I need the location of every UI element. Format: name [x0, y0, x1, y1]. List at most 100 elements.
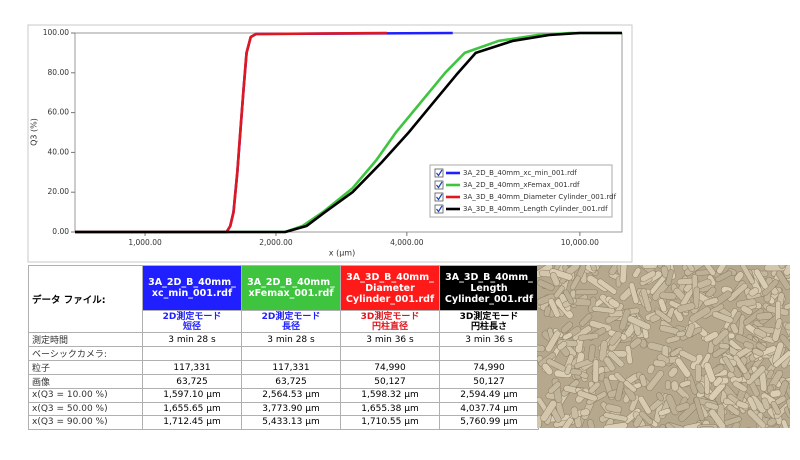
pellet	[549, 272, 561, 287]
pellet	[541, 362, 554, 376]
pellet	[779, 334, 790, 352]
cell: 1,710.55 μm	[340, 415, 440, 430]
file-name-line: Length	[470, 282, 508, 294]
legend-check	[436, 181, 443, 189]
row-label: 測定時間	[28, 332, 143, 347]
pellet	[639, 374, 648, 387]
pellet	[783, 299, 790, 310]
legend-label: 3A_2D_B_40mm_xc_min_001.rdf	[463, 169, 577, 177]
pellet	[752, 347, 764, 357]
file-name-line: Diameter	[365, 282, 415, 294]
legend-label: 3A_3D_B_40mm_Diameter Cylinder_001.rdf	[463, 193, 617, 201]
file-name-line: xFemax_001.rdf	[248, 288, 334, 299]
pellet	[704, 401, 719, 411]
y-tick-label: 80.00	[48, 68, 70, 77]
pellet	[781, 419, 790, 428]
pellet	[784, 322, 790, 331]
pellet	[580, 408, 591, 417]
pellet	[587, 344, 596, 362]
x-tick-label: 4,000.00	[390, 238, 424, 247]
cell: 2,594.49 μm	[439, 388, 539, 403]
row-label: x(Q3 = 50.00 %)	[28, 401, 143, 416]
pellet	[632, 267, 642, 278]
pellet	[597, 278, 618, 295]
legend-check	[436, 205, 443, 213]
cell: 50,127	[439, 374, 539, 389]
measure: 短径	[182, 321, 201, 332]
pellet	[659, 291, 677, 300]
pellet	[761, 397, 771, 410]
cell: 1,597.10 μm	[142, 388, 242, 403]
pellet	[673, 308, 684, 322]
row-label: x(Q3 = 90.00 %)	[28, 415, 143, 430]
pellet	[746, 409, 767, 428]
legend-label: 3A_3D_B_40mm_Length Cylinder_001.rdf	[463, 205, 608, 213]
legend-check	[436, 169, 443, 177]
legend-checkbox	[434, 204, 444, 214]
pellet	[692, 286, 700, 310]
pellet	[670, 380, 679, 392]
pellet	[608, 330, 622, 346]
chart-frame	[27, 24, 633, 263]
mode: 2D測定モード	[261, 311, 321, 322]
pellet	[577, 390, 598, 402]
pellet	[722, 355, 736, 373]
cell: 63,725	[241, 374, 341, 389]
pellet	[537, 344, 546, 353]
pellet	[715, 270, 733, 283]
row-label: ベーシックカメラ:	[28, 346, 143, 361]
pellet	[646, 364, 655, 374]
cell: 63,725	[142, 374, 242, 389]
pellet	[614, 381, 625, 402]
pellet	[588, 381, 601, 394]
corner-label: データ ファイル:	[28, 265, 143, 333]
file-name-line: 3A_3D_B_40mm_	[445, 271, 533, 283]
cell: 74,990	[340, 360, 440, 375]
pellet	[569, 368, 583, 376]
file-name-line: Cylinder_001.rdf	[444, 293, 534, 305]
y-tick-label: 20.00	[48, 187, 70, 196]
pellet	[695, 363, 702, 383]
file-name-line: xc_min_001.rdf	[151, 288, 233, 299]
pellet	[638, 410, 654, 425]
pellet	[747, 396, 758, 412]
pellet	[712, 311, 734, 324]
cell: 74,990	[439, 360, 539, 375]
pellet	[549, 268, 573, 281]
pellet	[547, 298, 561, 318]
legend-label: 3A_2D_B_40mm_xFemax_001.rdf	[463, 181, 580, 189]
pellet	[574, 289, 598, 296]
pellet	[646, 370, 665, 392]
cell	[142, 346, 242, 361]
pellet	[777, 265, 786, 269]
file-name-line: 3A_3D_B_40mm_	[346, 271, 434, 283]
pellet	[730, 322, 739, 335]
pellet	[656, 392, 664, 402]
pellet	[698, 265, 716, 276]
file-name-line: 3A_2D_B_40mm_	[148, 277, 236, 288]
pellet	[652, 359, 666, 368]
pellet	[540, 399, 557, 422]
cell: 5,433.13 μm	[241, 415, 341, 430]
pellet	[755, 342, 767, 352]
pellet	[598, 340, 608, 362]
measure: 円柱長さ	[470, 321, 507, 332]
legend-checkbox	[434, 168, 444, 178]
pellet	[685, 323, 696, 338]
pellet	[608, 298, 620, 309]
pellet	[743, 341, 754, 350]
pellet	[592, 359, 600, 383]
pellet	[695, 382, 706, 394]
y-tick-label: 100.00	[43, 28, 69, 37]
cell: 5,760.99 μm	[439, 415, 539, 430]
pellet	[784, 406, 790, 419]
pellet	[629, 337, 642, 349]
pellet	[603, 422, 628, 428]
chart: x (µm) Q3 (%) 0.00 20.00 40.00 60.00 80.00 10…	[27, 24, 633, 263]
pellet	[789, 405, 790, 415]
file-header: 3A_3D_B_40mm_ Length Cylinder_001.rdf	[439, 265, 539, 311]
cell: 3 min 28 s	[241, 332, 341, 347]
file-header: 3A_3D_B_40mm_ Diameter Cylinder_001.rdf	[340, 265, 440, 311]
legend-check	[436, 193, 443, 201]
